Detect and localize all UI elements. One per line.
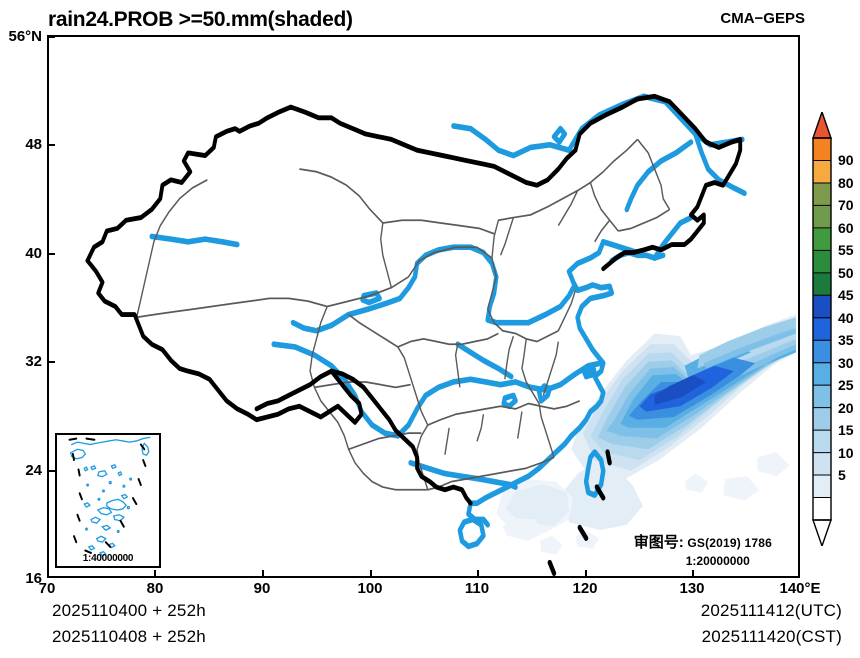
y-tick-label-48: 48 bbox=[25, 136, 42, 153]
colorbar-label-5: 5 bbox=[838, 467, 846, 484]
approval-line: 审图号: GS(2019) 1786 bbox=[634, 533, 772, 553]
footer-right: 2025111412(UTC) 2025111420(CST) bbox=[701, 598, 842, 649]
x-tick-label-110: 110 bbox=[464, 580, 490, 597]
init-time-utc: 2025110400 + 252h bbox=[52, 601, 206, 620]
approval-scale: 1:20000000 bbox=[685, 554, 750, 569]
x-tick-mark bbox=[154, 570, 156, 578]
map-plot-area[interactable] bbox=[47, 35, 800, 578]
approval-number: GS(2019) 1786 bbox=[687, 536, 772, 550]
x-tick-label-140: 140°E bbox=[779, 580, 821, 597]
page-title: rain24.PROB >=50.mm(shaded) bbox=[48, 8, 353, 31]
x-tick-label-130: 130 bbox=[679, 580, 705, 597]
x-tick-label-80: 80 bbox=[146, 580, 164, 597]
x-tick-label-100: 100 bbox=[357, 580, 383, 597]
colorbar-label-50: 50 bbox=[838, 264, 854, 281]
x-tick-label-90: 90 bbox=[253, 580, 271, 597]
rivers-layer bbox=[149, 93, 747, 550]
colorbar-label-10: 10 bbox=[838, 444, 854, 461]
colorbar[interactable] bbox=[812, 109, 832, 549]
x-tick-label-70: 70 bbox=[38, 580, 56, 597]
x-tick-mark bbox=[692, 570, 694, 578]
x-tick-mark bbox=[477, 570, 479, 578]
y-tick-mark bbox=[47, 253, 55, 255]
colorbar-label-35: 35 bbox=[838, 332, 854, 349]
y-tick-mark bbox=[47, 470, 55, 472]
colorbar-label-45: 45 bbox=[838, 287, 854, 304]
init-time-cst: 2025110408 + 252h bbox=[52, 626, 206, 646]
x-tick-mark bbox=[585, 570, 587, 578]
y-tick-label-40: 40 bbox=[25, 245, 42, 262]
y-tick-mark bbox=[47, 144, 55, 146]
x-tick-mark bbox=[798, 570, 800, 578]
inset-scale-label: 1:40000000 bbox=[82, 553, 134, 564]
colorbar-label-20: 20 bbox=[838, 399, 854, 416]
colorbar-label-25: 25 bbox=[838, 377, 854, 394]
colorbar-label-80: 80 bbox=[838, 174, 854, 191]
y-tick-mark bbox=[47, 36, 55, 38]
y-tick-label-24: 24 bbox=[25, 462, 42, 479]
colorbar-label-15: 15 bbox=[838, 422, 854, 439]
south-china-sea-inset-map[interactable]: 1:40000000 bbox=[55, 433, 161, 568]
colorbar-label-55: 55 bbox=[838, 242, 854, 259]
map-approval-block: 审图号: GS(2019) 1786 1:20000000 bbox=[634, 533, 772, 569]
x-tick-label-120: 120 bbox=[572, 580, 598, 597]
y-tick-label-16: 16 bbox=[25, 570, 42, 587]
x-tick-mark bbox=[47, 570, 49, 578]
model-label: CMA−GEPS bbox=[720, 10, 805, 27]
colorbar-svg bbox=[812, 109, 832, 549]
colorbar-label-30: 30 bbox=[838, 354, 854, 371]
national-border-layer bbox=[85, 93, 743, 506]
x-tick-mark bbox=[262, 570, 264, 578]
footer-left: 2025110400 + 252h 2025110408 + 252h bbox=[52, 598, 206, 649]
colorbar-label-60: 60 bbox=[838, 219, 854, 236]
y-tick-mark bbox=[47, 576, 55, 578]
y-tick-label-56: 56°N bbox=[8, 28, 42, 45]
precipitation-shading bbox=[496, 314, 796, 555]
y-tick-label-32: 32 bbox=[25, 353, 42, 370]
valid-time-utc: 2025111412(UTC) bbox=[700, 601, 842, 620]
china-map-svg bbox=[85, 93, 796, 576]
colorbar-label-90: 90 bbox=[838, 152, 854, 169]
colorbar-label-40: 40 bbox=[838, 309, 854, 326]
valid-time-cst: 2025111420(CST) bbox=[701, 626, 842, 646]
x-tick-mark bbox=[370, 570, 372, 578]
nine-dash-line bbox=[547, 449, 612, 576]
y-tick-mark bbox=[47, 361, 55, 363]
approval-label: 审图号: bbox=[633, 534, 684, 551]
colorbar-label-70: 70 bbox=[838, 197, 854, 214]
inset-map-svg bbox=[68, 436, 151, 557]
